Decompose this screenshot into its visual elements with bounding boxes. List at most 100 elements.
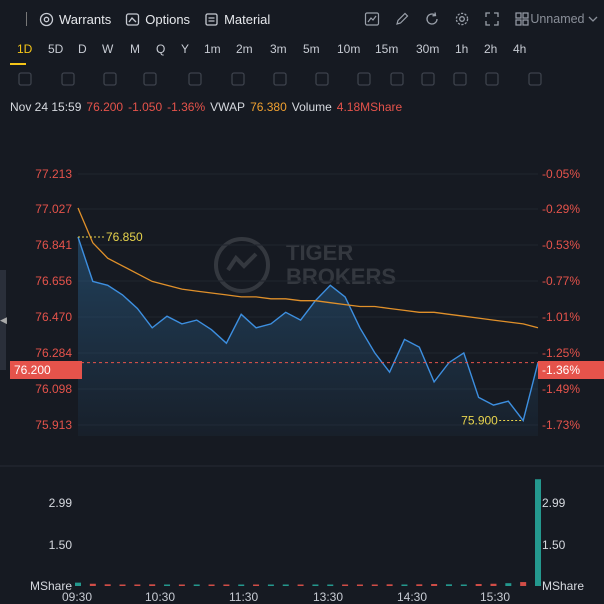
volume-tick-1: 2.99 (48, 496, 72, 510)
chart-icon[interactable] (364, 11, 380, 27)
text-icon[interactable] (231, 72, 245, 86)
period-tab-q[interactable]: Q (156, 42, 166, 56)
layers-icon[interactable] (485, 72, 499, 86)
vwap-label: VWAP (210, 100, 246, 114)
period-tab-5d[interactable]: 5D (48, 42, 64, 56)
volume-bar (238, 584, 245, 586)
volume-bar (356, 584, 363, 586)
ruler-icon[interactable] (315, 72, 329, 86)
toolbar-separator (26, 12, 27, 26)
collapse-panel-handle[interactable]: ◀ (0, 270, 7, 370)
options-icon (126, 12, 140, 26)
volume-bar (401, 584, 408, 586)
material-button[interactable]: Material (204, 12, 270, 27)
percent-tick: -1.01% (542, 310, 581, 324)
price-area (78, 237, 538, 436)
period-tab-4h[interactable]: 4h (513, 42, 527, 56)
channel-icon[interactable] (273, 72, 287, 86)
arrow-icon[interactable] (188, 72, 202, 86)
period-tab-d[interactable]: D (78, 42, 87, 56)
price-tick: 76.470 (35, 310, 72, 324)
watermark-line1: TIGER (286, 240, 353, 265)
percent-tick: -1.49% (542, 382, 581, 396)
pen-icon[interactable] (357, 72, 371, 86)
time-tick: 13:30 (313, 590, 344, 604)
volume-bar (342, 584, 349, 586)
quote-info-line: Nov 24 15:59 76.200 -1.050 -1.36% VWAP 76.380… (10, 100, 407, 114)
volume-bar (164, 584, 171, 586)
current-pct-tag: -1.36% (538, 361, 604, 379)
toolbar-icons (364, 11, 530, 27)
time-tick: 10:30 (145, 590, 176, 604)
volume-bar (416, 584, 423, 586)
warrants-label: Warrants (59, 11, 112, 27)
volume-bar (445, 584, 452, 586)
time-tick: 14:30 (397, 590, 428, 604)
volume-bar (520, 582, 527, 586)
high-marker-label: 76.850 (106, 230, 143, 244)
volume-label: Volume (291, 100, 332, 114)
price-line (77, 236, 539, 423)
trash-icon[interactable] (528, 72, 542, 86)
expand-icon[interactable] (484, 11, 500, 27)
time-tick: 15:30 (480, 590, 511, 604)
period-tab-15m[interactable]: 15m (375, 42, 399, 56)
eye-icon[interactable] (421, 72, 435, 86)
percent-tick: -0.05% (542, 167, 581, 181)
volume-bar (267, 584, 274, 586)
material-icon (205, 12, 218, 26)
pencil-icon[interactable] (394, 11, 410, 27)
price-tick: 76.656 (35, 274, 72, 288)
workspace-dropdown[interactable]: Unnamed (530, 12, 598, 26)
volume-bar (149, 584, 156, 586)
volume-bar (505, 583, 512, 586)
options-label: Options (145, 11, 191, 27)
low-marker-label: 75.900 (461, 414, 498, 428)
period-tab-1d[interactable]: 1D (17, 42, 33, 56)
options-button[interactable]: Options (125, 12, 190, 27)
price-tick: 76.284 (35, 346, 72, 360)
vwap-value: 76.380 (250, 100, 287, 114)
volume-bar (475, 584, 482, 586)
magnet-icon[interactable] (453, 72, 467, 86)
quote-change-pct: -1.36% (167, 100, 206, 114)
period-tab-y[interactable]: Y (181, 42, 190, 56)
period-tab-10m[interactable]: 10m (337, 42, 361, 56)
parallel-icon[interactable] (143, 72, 157, 86)
lock-icon[interactable] (390, 72, 404, 86)
chevron-down-icon (588, 16, 598, 22)
period-tab-30m[interactable]: 30m (416, 42, 440, 56)
period-tab-5m[interactable]: 5m (303, 42, 320, 56)
volume-unit-left: MShare (29, 579, 72, 593)
volume-bar (89, 583, 96, 586)
volume-value: 4.18MShare (336, 100, 403, 114)
period-tab-m[interactable]: M (130, 42, 140, 56)
price-tick: 76.841 (35, 238, 72, 252)
rect-icon[interactable] (61, 72, 75, 86)
period-tab-1m[interactable]: 1m (204, 42, 221, 56)
line-icon[interactable] (18, 72, 32, 86)
volume-bar (431, 584, 438, 586)
quote-change: -1.050 (128, 100, 163, 114)
percent-tick: -1.25% (542, 346, 581, 360)
period-tab-2m[interactable]: 2m (236, 42, 253, 56)
refresh-icon[interactable] (424, 11, 440, 27)
price-tick: 77.213 (35, 167, 72, 181)
volume-unit-right: MShare (542, 579, 585, 593)
volume-bar (297, 584, 304, 586)
period-tab-2h[interactable]: 2h (484, 42, 498, 56)
warrants-button[interactable]: Warrants (39, 12, 111, 27)
volume-bar (134, 584, 141, 586)
layout-icon[interactable] (514, 11, 530, 27)
period-tab-1h[interactable]: 1h (455, 42, 469, 56)
period-tab-3m[interactable]: 3m (270, 42, 287, 56)
volume-bar (193, 584, 200, 586)
gear-icon[interactable] (454, 11, 470, 27)
volume-bar (119, 584, 126, 586)
volume-tick-2-right: 1.50 (542, 538, 566, 552)
quote-price: 76.200 (86, 100, 124, 114)
wave-icon[interactable] (103, 72, 117, 86)
volume-tick-2: 1.50 (48, 538, 72, 552)
volume-bar (253, 584, 260, 586)
period-tab-w[interactable]: W (102, 42, 114, 56)
